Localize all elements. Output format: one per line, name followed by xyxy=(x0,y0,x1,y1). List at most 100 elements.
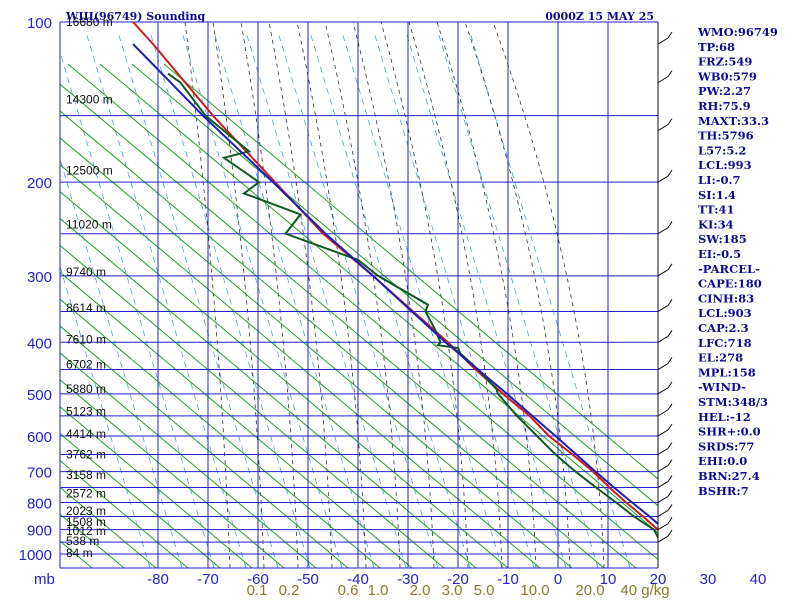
dry-adiabat-line xyxy=(60,137,573,568)
height-label: 16680 m xyxy=(66,15,113,29)
dry-adiabat-line xyxy=(60,379,285,568)
dry-adiabat-line xyxy=(60,567,61,568)
sounding-index: -WIND- xyxy=(698,380,746,394)
temperature-tick-label: -30 xyxy=(397,571,419,588)
pressure-tick-label: 500 xyxy=(27,387,52,404)
wind-barb-flag xyxy=(667,490,673,497)
dry-adiabat-line xyxy=(60,110,605,568)
height-label: 11020 m xyxy=(66,217,112,231)
height-label: 4414 m xyxy=(66,427,106,441)
wind-barb xyxy=(657,510,669,517)
mixing-ratio-line xyxy=(437,31,599,568)
wind-barbs xyxy=(657,22,673,568)
temperature-tick-label: -20 xyxy=(447,571,469,588)
mixing-ratio-line xyxy=(60,50,215,568)
moist-adiabat-line xyxy=(268,22,333,568)
wind-barb xyxy=(657,124,669,132)
moist-adiabat-line xyxy=(380,22,469,568)
temperature-tick-label: -80 xyxy=(147,571,169,588)
sounding-index: BRN:27.4 xyxy=(698,469,760,483)
dry-adiabat-line xyxy=(60,244,445,568)
mixing-ratio-tick-label: 1.0 xyxy=(368,582,389,599)
mixing-ratio-tick-label: 2.0 xyxy=(410,582,431,599)
wind-barb-flag xyxy=(667,31,673,39)
wind-barb-flag xyxy=(667,517,673,524)
mixing-ratio-tick-label: 3.0 xyxy=(442,582,463,599)
wind-barb xyxy=(657,305,669,312)
sounding-index: EL:278 xyxy=(698,351,743,365)
sounding-index: CINH:83 xyxy=(698,291,754,305)
dry-adiabat-line xyxy=(60,459,189,568)
wind-barb-flag xyxy=(667,442,673,449)
wind-barb xyxy=(657,465,669,473)
wind-barb xyxy=(657,363,669,370)
sounding-index: MAXT:33.3 xyxy=(698,114,769,128)
mixing-ratio-line xyxy=(85,31,247,568)
height-label: 1508 m xyxy=(66,515,106,529)
moist-adiabat-line xyxy=(408,22,503,568)
height-label: 2023 m xyxy=(66,504,106,518)
pressure-tick-label: 400 xyxy=(27,335,52,352)
wind-barb xyxy=(657,481,669,488)
moist-adiabat-line xyxy=(212,22,265,568)
wind-barb-flag xyxy=(667,403,673,411)
sounding-index: WB0:579 xyxy=(697,69,757,83)
plot-area xyxy=(60,22,658,568)
mixing-ratio-line xyxy=(245,31,407,568)
isobars xyxy=(59,21,659,569)
wind-barb-flag xyxy=(667,118,673,125)
dry-adiabat-line xyxy=(99,63,658,534)
sounding-index: LFC:718 xyxy=(698,336,752,350)
sounding-index: WMO:96749 xyxy=(697,25,778,39)
sounding-index: STM:348/3 xyxy=(698,395,768,409)
temperature-tick-label: 0 xyxy=(554,571,562,588)
moist-adiabat-line xyxy=(464,22,571,568)
wind-barb xyxy=(657,496,669,503)
mixing-ratio-lines xyxy=(60,31,631,568)
height-label: 5123 m xyxy=(66,405,106,419)
mixing-ratio-line xyxy=(341,31,503,568)
wind-barb xyxy=(657,535,669,543)
sounding-index: RH:75.9 xyxy=(698,99,751,113)
wind-barb xyxy=(657,448,669,455)
temperature-tick-label: -70 xyxy=(197,571,219,588)
temperature-tick-label: -60 xyxy=(247,571,269,588)
temperature-tick-label: 40 xyxy=(750,571,767,588)
sounding-index: CAPE:180 xyxy=(698,277,762,291)
pressure-unit-label: mb xyxy=(34,571,55,588)
sounding-index: SRDS:77 xyxy=(698,439,754,453)
sounding-index: EHI:0.0 xyxy=(698,454,747,468)
pressure-tick-label: 700 xyxy=(27,465,52,482)
sounding-index: LCL:903 xyxy=(698,306,752,320)
sounding-index: TH:5796 xyxy=(698,129,754,143)
sounding-index: BSHR:7 xyxy=(698,484,749,498)
sounding-index: MPL:158 xyxy=(698,365,756,379)
sounding-index: LI:-0.7 xyxy=(698,173,741,187)
station-title: WIII(96749) Sounding xyxy=(65,10,205,23)
mixing-ratio-line xyxy=(60,265,151,568)
dry-adiabat-line xyxy=(60,271,413,568)
dry-adiabat-line xyxy=(67,63,658,561)
wind-barb xyxy=(657,429,669,437)
sounding-index: FRZ:549 xyxy=(698,55,752,69)
dry-adiabats xyxy=(60,63,658,568)
moist-adiabat-line xyxy=(240,22,299,568)
mixing-ratio-tick-label: 0.2 xyxy=(279,582,300,599)
sounding-index: LCL:993 xyxy=(698,158,752,172)
parcel-profile xyxy=(132,43,658,526)
height-label: 6702 m xyxy=(66,357,106,371)
wind-barb-flag xyxy=(667,381,673,389)
mixing-ratio-line xyxy=(149,31,311,568)
temperature-axis: -80 -70 -60 -50 -40 -30 -20 -10 0 10 20 30 40 xyxy=(147,571,766,588)
mixing-ratio-tick-label: 20.0 xyxy=(575,582,604,599)
dry-adiabat-line xyxy=(163,63,658,480)
dry-adiabat-line xyxy=(60,352,317,568)
height-label: 84 m xyxy=(66,546,93,560)
height-label: 538 m xyxy=(66,534,99,548)
pressure-tick-label: 900 xyxy=(27,523,52,540)
wind-barb-flag xyxy=(667,169,673,177)
pressure-tick-label: 600 xyxy=(27,429,52,446)
wind-barb-flag xyxy=(667,221,673,228)
mixing-ratio-tick-label: 0.1 xyxy=(247,582,268,599)
wind-barb-flag xyxy=(667,529,673,537)
